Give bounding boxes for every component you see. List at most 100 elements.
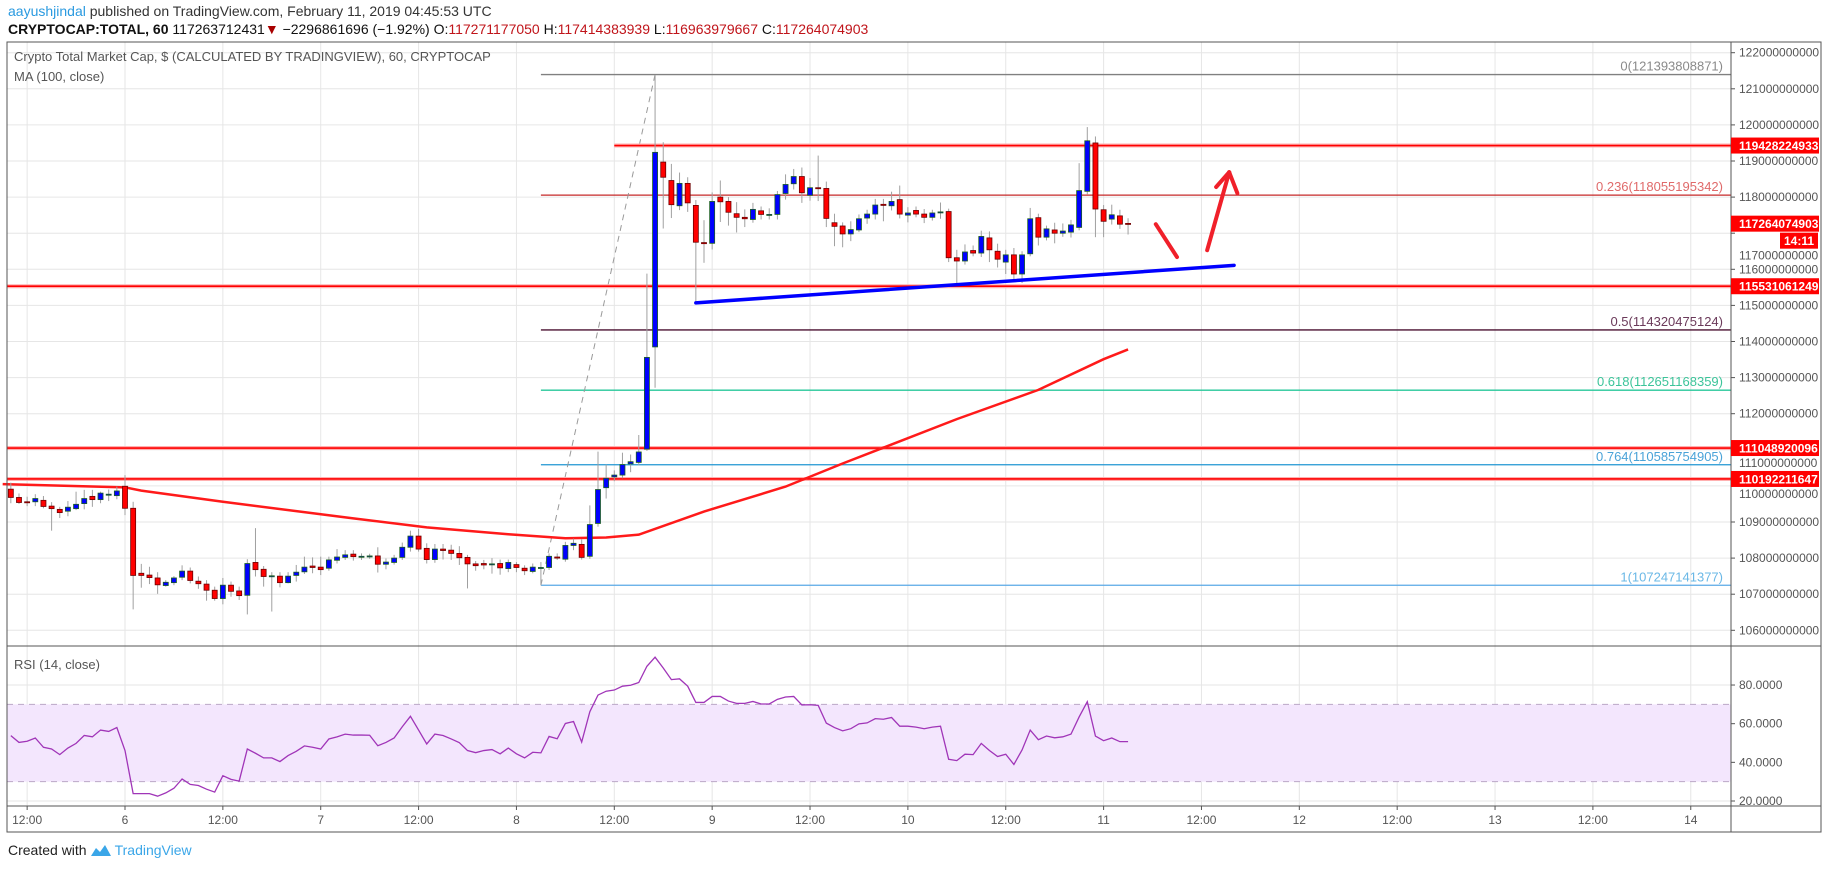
candle-body [1076,190,1083,228]
candle [366,553,373,559]
open-value: 117271177050 [448,21,540,37]
candle [203,580,210,601]
candle [40,496,47,509]
support-trendline[interactable] [694,263,1236,305]
rsi-axis-label: 60.0000 [1739,717,1783,731]
candle-body [358,555,365,558]
candle-body [268,575,275,578]
candle-body [586,524,593,557]
footer: Created with TradingView [8,842,192,858]
down-stroke[interactable] [1153,222,1179,260]
candle [856,214,862,233]
candle-body [391,557,398,563]
candle [1100,205,1107,238]
candle [994,243,1001,268]
candle [709,192,716,250]
candle [464,554,471,589]
candle-body [1002,254,1009,263]
fib-level-label: 0.5(114320475124) [1610,314,1723,329]
candle-body [203,583,210,591]
time-axis-label: 12:00 [208,813,238,827]
candle-body [73,503,79,510]
ma100-line [2,348,1129,540]
tradingview-logo-icon [90,845,111,856]
candle-body [244,563,251,596]
candle [652,75,658,388]
candle [644,273,650,451]
ma-legend[interactable]: MA (100, close) [14,69,105,84]
candle [921,209,928,224]
candle [1019,251,1025,284]
candle [391,554,398,565]
price-axis-label: 108000000000 [1739,551,1819,565]
candle-body [684,182,691,204]
candle-body [366,555,373,558]
candle-body [97,492,104,501]
symbol-name[interactable]: CRYPTOCAP:TOTAL, 60 [8,21,169,37]
candle [244,559,251,615]
candle-body [611,474,618,478]
candle-body [554,556,561,559]
candle [146,566,153,585]
candle-body [937,211,944,214]
arrow-head[interactable] [1227,170,1240,196]
candle-body [660,161,667,178]
candle-body [782,184,789,194]
candle [456,546,463,565]
time-axis-label: 12:00 [1382,813,1412,827]
horizontal-levels[interactable] [7,143,1731,481]
candle-body [538,567,544,569]
candle [358,553,365,560]
candle-body [644,356,650,450]
close-label: C: [761,21,776,37]
candle-body [856,218,862,231]
price-axis-label: 107000000000 [1739,587,1819,601]
candle-body [872,204,879,215]
drawings[interactable] [694,170,1240,305]
level-price-tag: 110192211647 [1739,472,1818,486]
price-axis[interactable]: 122000000000 121000000000 120000000000 1190… [1731,46,1819,808]
candle [1117,209,1123,229]
level-price-tag-bg [1731,278,1819,295]
fib-level-label: 0(121393808871) [1620,59,1723,74]
candle-body [32,498,39,503]
high-label: H: [543,21,558,37]
candle [211,586,218,601]
candle-body [1043,228,1050,238]
fibonacci-retracement[interactable]: 0(121393808871) 0.236(118055195342) 0.5(11… [540,59,1731,586]
candle-body [790,176,797,185]
candle [187,567,194,584]
candle [342,550,349,560]
candle [431,544,438,563]
candle [113,486,120,500]
up-arrow[interactable] [1205,170,1232,253]
candle-body [277,575,283,584]
price-axis-label: 121000000000 [1739,82,1819,96]
tradingview-brand-link[interactable]: TradingView [114,842,192,858]
candle [847,221,854,242]
created-with-text: Created with [8,842,87,858]
time-axis-label: 12:00 [599,813,629,827]
candle-body [774,194,781,215]
time-axis-label: 12:00 [1186,813,1216,827]
candle-body [187,570,194,581]
candle-body [701,242,707,245]
candle [1051,222,1058,244]
candle-body [945,211,952,259]
author-link[interactable]: aayushjindal [8,3,86,19]
candle [888,191,895,211]
candle-body [847,229,854,235]
candle [179,565,185,581]
candle [562,541,569,562]
candle-body [578,543,585,558]
time-axis[interactable]: 12:00 6 12:00 7 12:00 8 12:00 9 12:00 10 12:00 11 12… [12,806,1698,827]
arrow-head[interactable] [1214,170,1232,189]
candle-body [16,497,22,503]
candle [440,544,446,560]
candle-body [815,187,822,190]
rsi-legend[interactable]: RSI (14, close) [14,657,100,672]
candle [1076,163,1083,231]
candle-body [252,562,259,571]
candle-body [489,563,495,566]
